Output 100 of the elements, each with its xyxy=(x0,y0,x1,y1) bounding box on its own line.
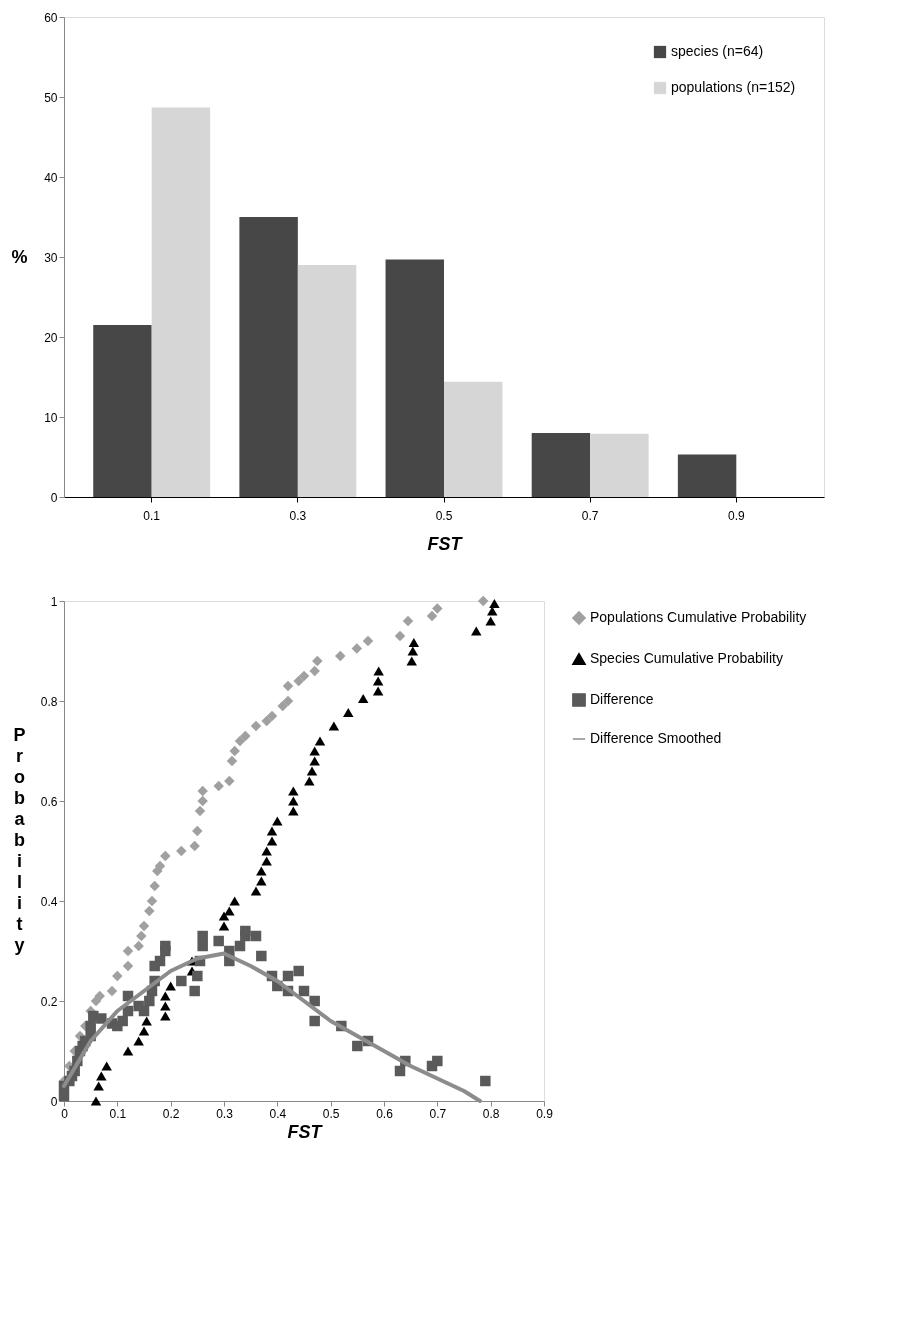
point xyxy=(266,836,278,846)
point xyxy=(229,896,240,906)
point xyxy=(138,920,150,932)
point xyxy=(144,905,155,917)
legend-label: Difference xyxy=(590,691,654,707)
point xyxy=(122,1046,134,1056)
point xyxy=(94,990,105,1002)
point xyxy=(309,665,320,677)
y-tick-label: 0.4 xyxy=(40,894,58,909)
x-tick-label: 0.1 xyxy=(143,508,161,523)
x-axis-title: FST xyxy=(427,533,464,554)
point xyxy=(250,886,262,896)
x-tick-label: 0.9 xyxy=(536,1106,554,1121)
point xyxy=(197,795,208,807)
point xyxy=(122,945,134,957)
point xyxy=(298,985,310,997)
point xyxy=(471,626,482,636)
point xyxy=(282,695,294,707)
x-tick-label: 0.7 xyxy=(429,1106,447,1121)
point xyxy=(480,1075,491,1087)
point xyxy=(288,796,299,806)
point xyxy=(282,680,294,692)
point xyxy=(176,975,187,987)
point xyxy=(96,1013,107,1024)
point xyxy=(213,780,224,792)
point xyxy=(328,721,340,731)
bar xyxy=(93,325,152,497)
point xyxy=(256,950,267,962)
bar xyxy=(385,259,444,497)
y-tick-label: 50 xyxy=(44,90,58,105)
bar xyxy=(151,107,211,497)
point xyxy=(106,985,118,997)
point xyxy=(141,1016,152,1026)
point xyxy=(224,775,235,787)
point xyxy=(408,637,420,648)
point xyxy=(213,935,224,947)
point xyxy=(90,995,102,1007)
point xyxy=(282,970,294,982)
point xyxy=(250,720,262,732)
point xyxy=(288,786,299,796)
point xyxy=(136,930,147,942)
x-tick-label: 0.8 xyxy=(482,1106,500,1121)
x-tick-label: 0.4 xyxy=(269,1106,287,1121)
y-tick-label: 30 xyxy=(44,250,58,265)
point xyxy=(343,707,354,718)
point xyxy=(234,940,246,952)
point xyxy=(250,930,262,942)
point xyxy=(261,846,272,856)
x-tick-label: 0.5 xyxy=(322,1106,340,1121)
point xyxy=(288,806,299,816)
point xyxy=(58,1090,70,1102)
point xyxy=(309,995,320,1007)
x-tick-label: 0.1 xyxy=(109,1106,127,1121)
point xyxy=(372,676,384,686)
point xyxy=(117,1015,128,1027)
point xyxy=(312,655,323,667)
y-tick-label: 0.2 xyxy=(40,994,58,1009)
point xyxy=(406,656,417,666)
point xyxy=(133,1036,144,1046)
point xyxy=(229,745,240,757)
point xyxy=(309,1015,320,1027)
point xyxy=(234,735,246,747)
point xyxy=(192,825,203,837)
y-tick-label: 0.8 xyxy=(40,694,58,709)
point xyxy=(218,911,230,921)
legend-label: populations (n=152) xyxy=(671,79,796,95)
point xyxy=(160,991,171,1001)
point xyxy=(160,1001,171,1011)
point xyxy=(160,1011,171,1021)
bar xyxy=(239,217,298,497)
legend-label: Populations Cumulative Probability xyxy=(590,609,807,625)
point xyxy=(138,1005,150,1017)
point xyxy=(306,766,318,776)
point xyxy=(176,845,187,857)
point xyxy=(93,1081,104,1091)
y-tick-label: 1 xyxy=(50,594,58,609)
point xyxy=(261,856,272,866)
point xyxy=(298,670,310,682)
y-axis-title: % xyxy=(11,246,28,267)
bar xyxy=(444,381,503,497)
point xyxy=(272,816,283,826)
point xyxy=(192,970,203,982)
point xyxy=(149,880,160,892)
point xyxy=(218,921,230,931)
point xyxy=(489,598,500,609)
point xyxy=(261,715,272,727)
y-tick-label: 0.6 xyxy=(40,794,58,809)
point xyxy=(477,595,489,607)
x-tick-label: 0.3 xyxy=(216,1106,234,1121)
point xyxy=(352,1040,363,1052)
x-tick-label: 0.6 xyxy=(376,1106,394,1121)
point xyxy=(394,1065,406,1077)
point xyxy=(256,876,267,886)
x-tick-label: 0 xyxy=(61,1106,69,1121)
point xyxy=(373,666,384,676)
point xyxy=(197,940,208,952)
legend-label: Species Cumulative Probability xyxy=(590,650,783,666)
point xyxy=(144,995,155,1007)
point xyxy=(407,646,419,656)
y-tick-label: 0 xyxy=(50,490,58,505)
